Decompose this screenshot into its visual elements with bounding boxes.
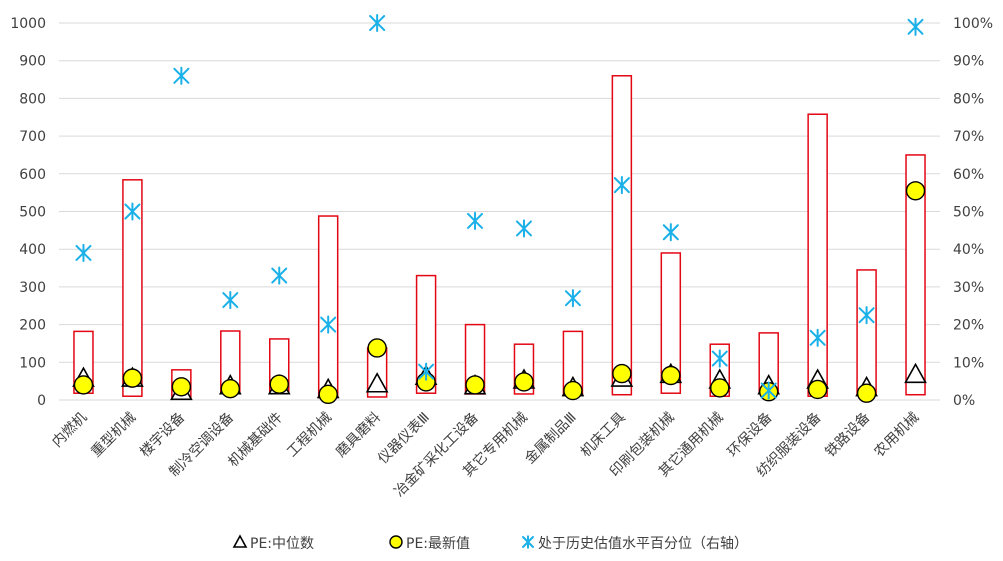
y-left-tick-label: 500 xyxy=(19,205,46,221)
range-bar xyxy=(317,215,339,399)
latest-circle xyxy=(856,383,877,403)
percentile-asterisk xyxy=(809,328,826,347)
latest-circle xyxy=(367,338,387,358)
x-tick-label: 农用机械 xyxy=(871,410,922,461)
x-tick-label: 内燃机 xyxy=(49,409,91,451)
y-right-tick-label: 20% xyxy=(953,318,984,334)
percentile-asterisk xyxy=(907,17,924,36)
range-bar xyxy=(660,252,682,394)
percentile-asterisk xyxy=(515,219,532,238)
percentile-asterisk xyxy=(858,306,875,325)
x-tick-label: 重型机械 xyxy=(88,410,139,461)
percentile-asterisk xyxy=(124,202,141,221)
y-left-tick-label: 200 xyxy=(19,318,46,334)
y-left-tick-label: 800 xyxy=(19,91,46,107)
x-tick-label: 铁路设备 xyxy=(822,409,874,461)
latest-circle xyxy=(661,365,681,386)
percentile-asterisk xyxy=(564,289,581,308)
y-left-tick-label: 1000 xyxy=(10,16,46,32)
range-bars xyxy=(73,75,926,399)
y-left-tick-label: 300 xyxy=(19,280,46,296)
median-triangle xyxy=(365,372,389,393)
y-right-tick-label: 80% xyxy=(953,91,984,107)
median-markers xyxy=(72,362,927,401)
range-bar xyxy=(415,274,437,394)
latest-circle xyxy=(563,380,583,401)
percentile-asterisk xyxy=(320,315,337,334)
legend-label-latest: PE:最新值 xyxy=(406,536,470,552)
y-right-tick-label: 10% xyxy=(953,355,984,371)
y-axis-left-ticks: 0 100 200 300 400 500 600 700 800 900 1000 xyxy=(10,16,46,409)
legend-circle-marker xyxy=(389,535,403,549)
y-right-tick-label: 60% xyxy=(953,167,984,183)
percentile-asterisk xyxy=(467,211,484,230)
x-tick-label: 磨具磨料 xyxy=(333,410,384,461)
x-tick-label: 机床工具 xyxy=(578,410,629,461)
x-axis-ticks: 内燃机重型机械楼宇设备制冷空调设备机械基础件工程机械磨具磨料仪器仪表Ⅲ冶金矿采化… xyxy=(49,409,923,500)
latest-circle xyxy=(122,368,143,388)
legend-triangle-marker xyxy=(232,534,248,548)
percentile-asterisk xyxy=(760,381,777,400)
legend-asterisk-marker xyxy=(522,535,534,549)
latest-circle xyxy=(318,384,338,405)
x-tick-label: 环保设备 xyxy=(724,409,776,461)
range-bar xyxy=(807,113,828,397)
latest-circle xyxy=(465,375,485,395)
latest-circle xyxy=(73,375,94,395)
latest-circle xyxy=(710,378,730,398)
x-tick-label: 楼宇设备 xyxy=(137,409,189,461)
y-left-tick-label: 100 xyxy=(19,355,46,371)
y-left-tick-label: 600 xyxy=(19,167,46,183)
y-right-tick-label: 40% xyxy=(953,242,984,258)
percentile-asterisk xyxy=(271,266,288,285)
median-triangle xyxy=(904,362,927,384)
y-left-tick-label: 700 xyxy=(19,129,46,145)
x-tick-label: 冶金矿采化工设备 xyxy=(391,409,482,500)
y-left-tick-label: 0 xyxy=(37,393,46,409)
range-bar xyxy=(905,154,926,396)
y-left-tick-label: 900 xyxy=(19,54,46,70)
percentile-asterisk xyxy=(711,349,728,368)
percentile-asterisk xyxy=(369,13,386,33)
percentile-asterisk xyxy=(418,362,435,381)
latest-circle xyxy=(171,377,192,397)
x-tick-label: 金属制品Ⅲ xyxy=(522,410,580,468)
percentile-asterisk xyxy=(75,243,92,263)
y-right-tick-label: 30% xyxy=(953,280,984,296)
latest-circle xyxy=(269,374,289,394)
legend: PE:中位数 PE:最新值 处于历史估值水平百分位（右轴） xyxy=(232,534,748,552)
range-bar xyxy=(122,179,143,397)
legend-label-percentile: 处于历史估值水平百分位（右轴） xyxy=(538,536,748,552)
latest-circle xyxy=(220,378,241,399)
percentile-asterisk xyxy=(613,176,630,195)
y-right-tick-label: 0% xyxy=(953,393,975,409)
latest-circle xyxy=(905,181,926,201)
y-right-tick-label: 50% xyxy=(953,205,984,221)
percentile-asterisk xyxy=(173,66,190,85)
percentile-markers xyxy=(75,13,924,400)
latest-circle xyxy=(807,379,828,400)
latest-circle xyxy=(514,372,534,392)
latest-circle xyxy=(612,363,632,384)
range-bar xyxy=(611,75,633,396)
percentile-asterisk xyxy=(222,291,239,310)
y-right-tick-label: 70% xyxy=(953,129,984,145)
y-right-tick-label: 90% xyxy=(953,54,984,70)
y-axis-right-ticks: 0% 10% 20% 30% 40% 50% 60% 70% 80% 90% 100% xyxy=(953,16,993,409)
x-tick-label: 工程机械 xyxy=(284,410,335,461)
percentile-asterisk xyxy=(662,223,679,242)
y-left-tick-label: 400 xyxy=(19,242,46,258)
latest-markers xyxy=(73,181,926,405)
gridlines xyxy=(59,22,940,401)
legend-label-median: PE:中位数 xyxy=(250,536,314,552)
y-right-tick-label: 100% xyxy=(953,16,993,32)
